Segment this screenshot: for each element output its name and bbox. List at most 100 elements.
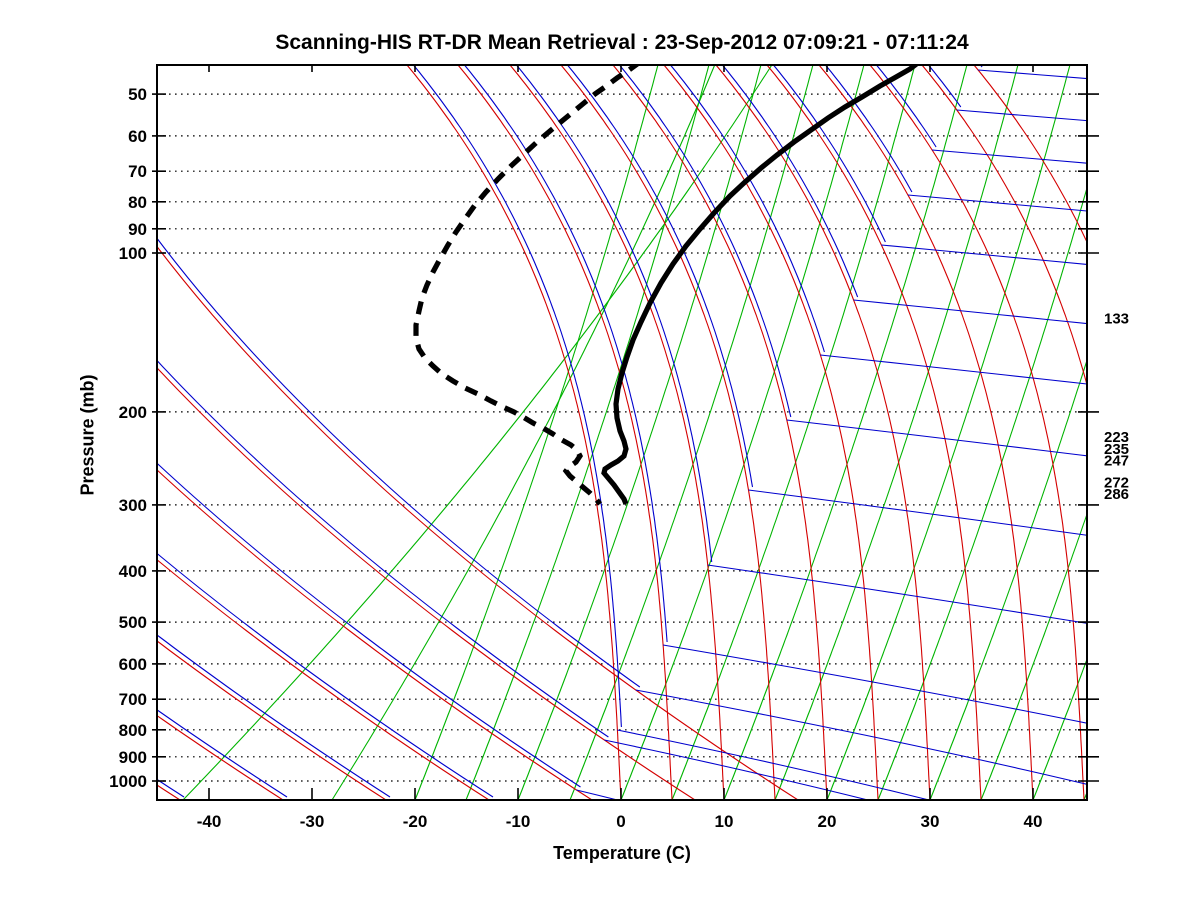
- blue-isopleth: [463, 65, 668, 643]
- chart-title: Scanning-HIS RT-DR Mean Retrieval : 23-S…: [275, 31, 969, 54]
- red-isopleth: [560, 65, 776, 800]
- green-isopleth: [182, 65, 773, 800]
- red-isopleth: [157, 367, 696, 800]
- pressure-level-label: 223: [1104, 429, 1129, 446]
- green-isopleth: [465, 65, 710, 800]
- blue-isopleth: [669, 65, 825, 353]
- blue-isopleth: [635, 689, 1087, 785]
- pressure-level-label: 272: [1104, 474, 1129, 491]
- blue-isopleth: [157, 359, 609, 738]
- y-tick-label: 300: [119, 496, 147, 515]
- y-tick-label: 400: [119, 562, 147, 581]
- red-isopleth: [157, 559, 490, 800]
- x-tick-label: -20: [403, 812, 428, 831]
- x-tick-label: -30: [300, 812, 325, 831]
- red-isopleth: [157, 245, 799, 800]
- blue-isopleth: [927, 65, 962, 108]
- blue-isopleth: [979, 65, 983, 68]
- red-isopleth: [715, 65, 931, 800]
- red-isopleth: [973, 65, 1087, 244]
- green-isopleth: [517, 65, 762, 800]
- green-isopleth: [620, 65, 865, 800]
- green-isopleth: [1032, 657, 1087, 800]
- blue-isopleth: [663, 644, 1087, 724]
- green-isopleth: [980, 512, 1087, 800]
- x-tick-label: 30: [921, 812, 940, 831]
- temperature-retrieval-curve: [601, 65, 920, 505]
- blue-isopleth: [786, 419, 1087, 457]
- blue-isopleth: [824, 65, 913, 193]
- green-isopleth: [1187, 65, 1200, 800]
- red-isopleth: [921, 65, 1087, 388]
- y-tick-label: 900: [119, 748, 147, 767]
- y-tick-label: 1000: [109, 772, 147, 791]
- red-isopleth: [663, 65, 879, 800]
- green-isopleth: [569, 65, 814, 800]
- dew-point-retrieval-curve: [413, 65, 641, 506]
- blue-isopleth: [157, 634, 391, 798]
- red-isopleth: [766, 65, 982, 800]
- x-tick-label: -40: [197, 812, 222, 831]
- y-tick-label: 600: [119, 655, 147, 674]
- blue-isopleth: [576, 789, 618, 800]
- blue-isopleth: [978, 69, 1087, 80]
- blue-isopleth: [157, 552, 494, 798]
- x-tick-label: -10: [506, 812, 531, 831]
- blue-isopleth: [820, 354, 1087, 385]
- blue-isopleth: [772, 65, 886, 243]
- green-isopleth: [826, 65, 1071, 800]
- y-tick-label: 700: [119, 690, 147, 709]
- green-isopleth: [1136, 65, 1200, 800]
- axis-ticks: [152, 65, 1099, 800]
- pressure-level-label: 247: [1104, 452, 1129, 469]
- blue-isopleth: [907, 194, 1087, 212]
- red-isopleth: [157, 469, 593, 800]
- red-isopleth: [612, 65, 828, 800]
- green-isopleth: [723, 65, 968, 800]
- x-tick-label: 20: [818, 812, 837, 831]
- blue-isopleth: [566, 65, 754, 488]
- blue-isopleth: [748, 489, 1087, 536]
- red-isopleth: [818, 65, 1034, 800]
- red-isopleth: [869, 65, 1085, 800]
- red-isopleth: [509, 65, 725, 800]
- blue-isopleth: [721, 65, 859, 298]
- x-tick-label: 10: [715, 812, 734, 831]
- blue-isopleth: [956, 109, 1087, 122]
- red-isopleth: [457, 65, 673, 800]
- y-tick-label: 100: [119, 244, 147, 263]
- green-isopleth: [877, 186, 1087, 800]
- y-tick-label: 60: [128, 127, 147, 146]
- red-isopleth: [406, 65, 622, 800]
- y-tick-label: 200: [119, 403, 147, 422]
- x-axis-title: Temperature (C): [553, 843, 691, 863]
- blue-isopleth: [412, 65, 622, 728]
- y-tick-label: 90: [128, 220, 147, 239]
- green-isopleth: [774, 65, 1019, 800]
- plot-area: [0, 62, 1200, 800]
- red-isopleth: [157, 784, 181, 800]
- blue-isopleth: [515, 65, 713, 563]
- blue-isopleth: [853, 299, 1087, 325]
- green-isopleth: [1083, 791, 1087, 800]
- blue-isopleth: [618, 65, 792, 418]
- blue-isopleth: [157, 237, 641, 688]
- pressure-level-label: 133: [1104, 310, 1129, 327]
- pressure-level-label: 235: [1104, 441, 1129, 458]
- blue-isopleth: [617, 729, 930, 800]
- red-isopleth: [157, 640, 387, 800]
- red-isopleth: [0, 65, 77, 800]
- blue-isopleth: [0, 62, 81, 797]
- x-tick-label: 0: [616, 812, 625, 831]
- blue-isopleth: [707, 564, 1087, 624]
- blue-isopleth: [881, 244, 1087, 265]
- x-tick-label: 40: [1024, 812, 1043, 831]
- blue-isopleth: [932, 149, 1087, 164]
- blue-isopleth: [157, 462, 581, 788]
- green-isopleth: [331, 65, 716, 800]
- blue-isopleth: [875, 65, 937, 148]
- y-tick-label: 800: [119, 721, 147, 740]
- pressure-level-label: 286: [1104, 486, 1129, 503]
